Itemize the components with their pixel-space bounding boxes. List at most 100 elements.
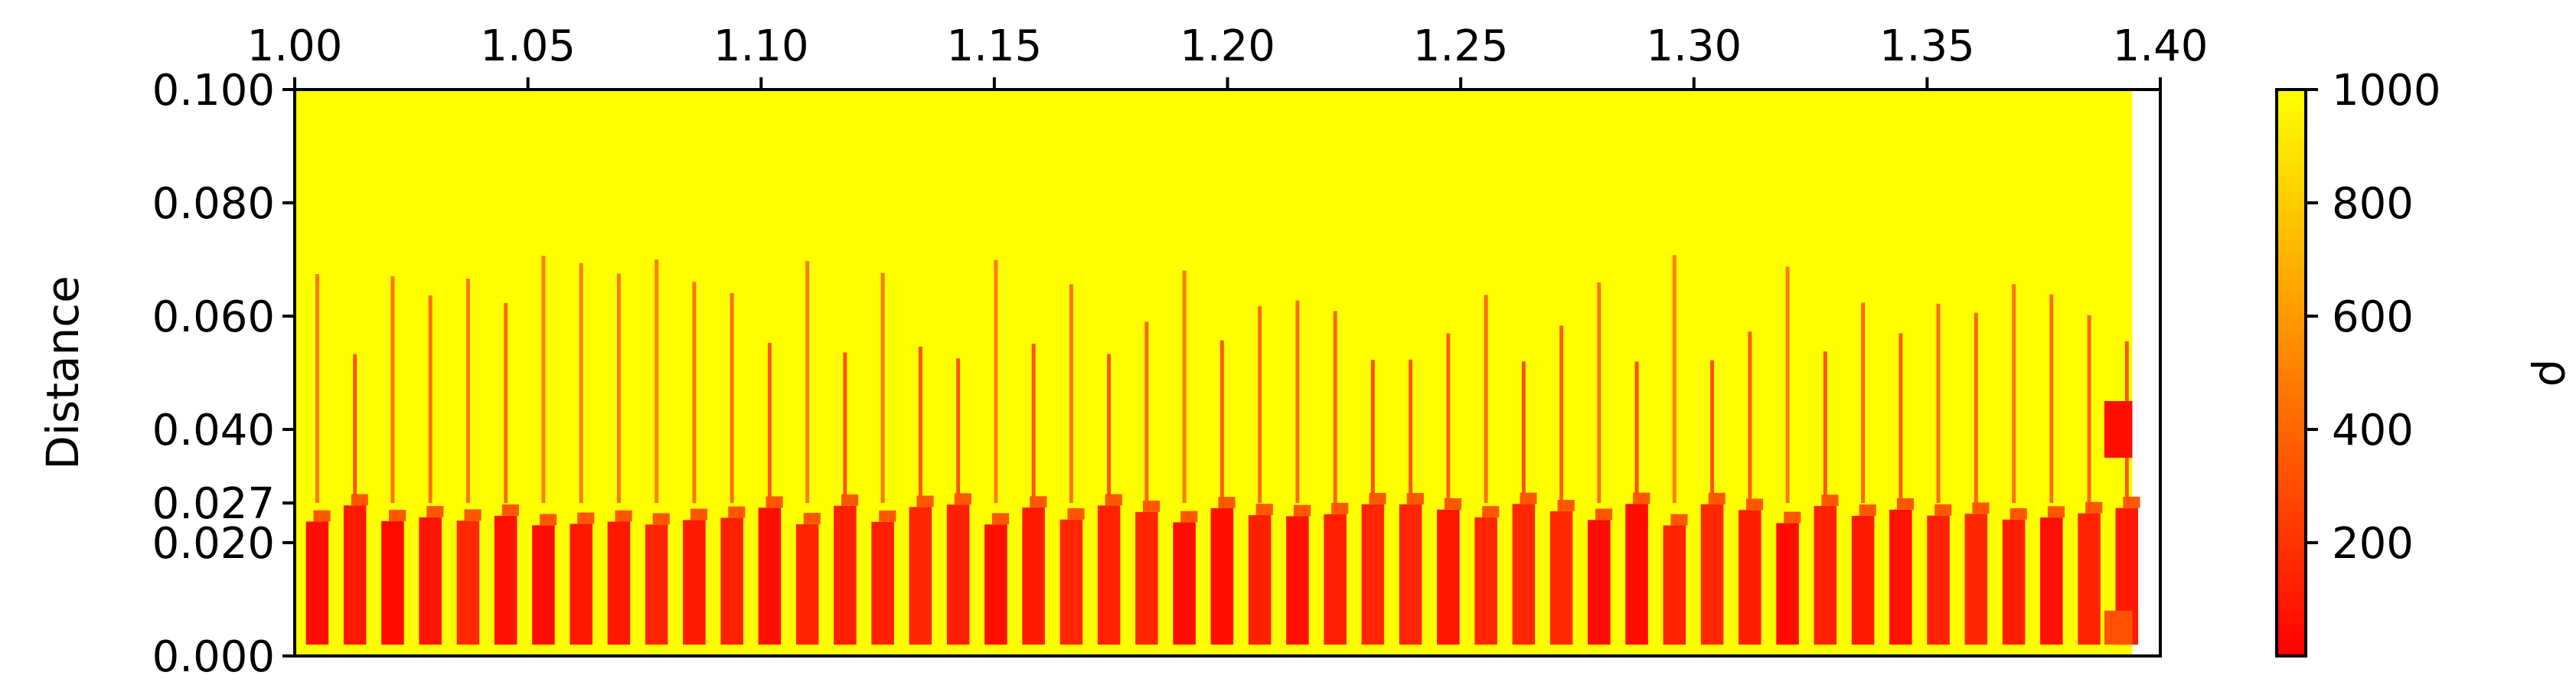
density-plume (2040, 517, 2063, 645)
density-plume-cap (539, 514, 557, 526)
density-plume-cap (388, 510, 406, 521)
density-plume-cap (1595, 508, 1613, 520)
density-plume-cap (728, 506, 746, 518)
density-plume (1248, 514, 1272, 645)
density-filament (1107, 354, 1112, 504)
x-tick-label: 1.25 (1413, 21, 1509, 71)
x-axis: 1.00 1.05 1.10 1.15 1.20 1.25 1.30 1.35 1.40 (247, 21, 2208, 90)
density-filament (616, 273, 621, 504)
density-plume-cap (464, 509, 482, 521)
density-plume (1512, 504, 1536, 645)
density-plume-cap (916, 495, 934, 507)
density-plume (645, 524, 668, 645)
density-plume (1663, 525, 1686, 645)
density-plume-cap (577, 512, 595, 524)
plot-area (293, 88, 2162, 658)
y-tick-label: 0.100 (152, 66, 275, 116)
density-filament (579, 263, 583, 504)
density-filament (1031, 343, 1036, 504)
density-plume-cap (1180, 511, 1198, 523)
density-end-band-lower (2104, 610, 2133, 645)
density-plume (532, 525, 555, 645)
density-plume (1889, 509, 1912, 645)
density-plume (1399, 504, 1422, 645)
density-plume-cap (501, 504, 519, 516)
y-axis-label: Distance (37, 276, 89, 470)
density-plume-cap (1708, 492, 1725, 504)
density-plume-cap (690, 508, 708, 520)
density-filament (1597, 282, 1601, 504)
density-plume (2002, 519, 2026, 645)
y-tick-label: 0.027 (152, 479, 275, 529)
x-tick-label: 1.20 (1180, 21, 1275, 71)
density-plume (1361, 504, 1385, 645)
density-plume (570, 524, 593, 645)
density-plume (419, 517, 442, 645)
density-plume-cap (1670, 514, 1688, 526)
density-filament (1333, 311, 1337, 504)
colorbar-tick-label: 200 (2332, 519, 2414, 569)
density-plume (1625, 504, 1648, 645)
density-plume-cap (2047, 506, 2065, 518)
density-plume (1135, 511, 1158, 645)
density-filament (541, 256, 546, 504)
density-plume (1549, 511, 1573, 645)
density-plume (1097, 505, 1121, 645)
density-plume (1173, 522, 1196, 645)
density-plume (1739, 510, 1761, 645)
y-tick-label: 0.080 (152, 179, 275, 229)
density-plume-cap (313, 510, 331, 522)
density-filament (1484, 295, 1488, 504)
density-plume-cap (1444, 498, 1462, 510)
density-plume (1964, 514, 1988, 645)
density-plume-cap (1406, 493, 1424, 504)
x-tick-label: 1.00 (247, 21, 343, 71)
x-tick-label: 1.05 (480, 21, 576, 71)
density-filament (880, 272, 885, 504)
density-filament (1748, 331, 1752, 504)
density-plume-cap (2010, 507, 2027, 520)
density-plume (984, 524, 1007, 645)
x-tick-label: 1.30 (1646, 21, 1742, 71)
y-tick-label: 0.060 (152, 292, 275, 342)
density-filament (767, 342, 772, 504)
density-plume-cap (1859, 504, 1876, 516)
density-filament (1144, 321, 1149, 504)
density-filament (994, 259, 998, 504)
density-plume (1059, 519, 1083, 645)
density-filament (692, 282, 697, 504)
density-plume-cap (1896, 498, 1915, 510)
density-filament (1370, 360, 1375, 504)
density-plume-cap (2123, 496, 2140, 508)
density-plume (494, 515, 517, 645)
density-filament (1634, 361, 1639, 504)
density-plume-cap (2085, 501, 2103, 514)
density-filament (1258, 306, 1262, 504)
x-tick-label: 1.35 (1879, 21, 1975, 71)
heatmap-cells (295, 90, 2140, 656)
density-end-band-upper (2104, 401, 2133, 458)
density-plume-cap (1821, 494, 1839, 507)
density-plume (1474, 517, 1497, 645)
density-plume-cap (1142, 501, 1161, 512)
density-filament (1785, 266, 1790, 504)
density-plume-cap (1520, 492, 1537, 504)
x-tick-label: 1.10 (713, 21, 809, 71)
density-filament (1823, 351, 1827, 504)
density-filament (1069, 284, 1073, 504)
density-plume (607, 521, 631, 645)
density-plume-cap (1557, 500, 1575, 511)
density-filament (843, 352, 847, 504)
density-filament (2012, 284, 2016, 504)
density-plume-cap (879, 510, 896, 522)
density-plume-cap (652, 513, 670, 525)
density-filament (1521, 361, 1526, 504)
density-plume (834, 505, 857, 645)
density-filament (1899, 333, 1903, 504)
density-plume-cap (1482, 506, 1500, 517)
density-filament (1182, 270, 1187, 504)
density-filament (1861, 302, 1866, 504)
density-filament (1936, 303, 1941, 504)
